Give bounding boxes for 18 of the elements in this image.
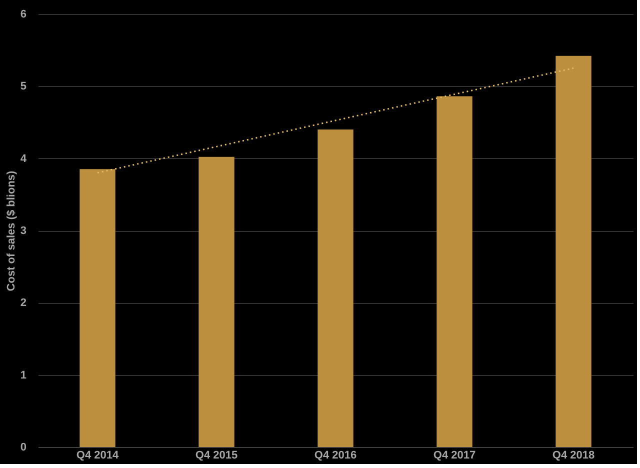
- bar: [318, 129, 354, 447]
- x-tick-label: Q4 2016: [314, 450, 357, 462]
- y-tick-label: 0: [20, 442, 26, 454]
- y-tick-label: 6: [20, 8, 26, 20]
- y-tick-label: 1: [20, 369, 26, 382]
- y-tick-label: 5: [20, 80, 26, 93]
- bar: [80, 169, 116, 447]
- bar: [198, 156, 234, 447]
- y-axis-title: Cost of sales ($ blions): [5, 170, 18, 292]
- y-tick-label: 3: [20, 225, 26, 237]
- x-tick-label: Q4 2015: [195, 450, 238, 462]
- bar: [436, 96, 472, 447]
- y-tick-label: 4: [20, 152, 28, 165]
- x-tick-label: Q4 2014: [76, 450, 120, 462]
- y-tick-label: 2: [20, 297, 26, 310]
- x-tick-label: Q4 2017: [433, 450, 476, 462]
- x-tick-label: Q4 2018: [552, 450, 595, 462]
- bar: [556, 56, 592, 447]
